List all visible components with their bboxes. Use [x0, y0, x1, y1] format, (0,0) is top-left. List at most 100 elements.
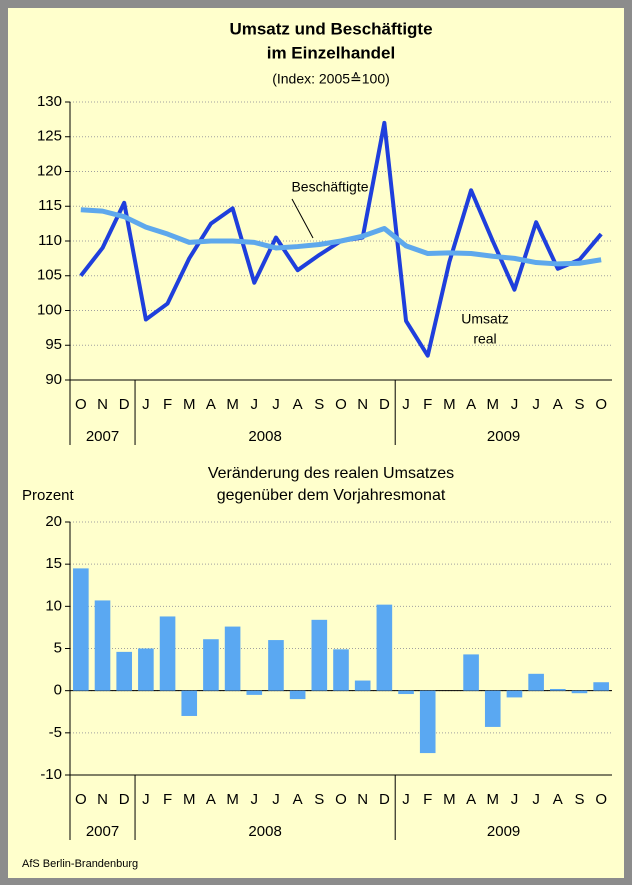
- x-tick-label: M: [443, 791, 456, 808]
- x-tick-label: J: [272, 791, 280, 808]
- x-tick-label: N: [357, 791, 368, 808]
- x-tick-label: S: [314, 791, 324, 808]
- x-tick-label: M: [226, 791, 239, 808]
- y-tick-label: 130: [37, 93, 62, 110]
- chart-title: im Einzelhandel: [267, 43, 395, 62]
- bar: [528, 673, 544, 691]
- x-tick-label: J: [272, 396, 280, 413]
- chart-title: gegenüber dem Vorjahresmonat: [217, 487, 446, 504]
- bar: [94, 600, 111, 691]
- annotation: Umsatz: [461, 311, 508, 327]
- y-axis-label: Prozent: [22, 487, 75, 504]
- bar: [138, 648, 154, 691]
- x-tick-label: A: [466, 791, 476, 808]
- chart-title: Umsatz und Beschäftigte: [229, 19, 432, 38]
- bar: [268, 640, 284, 691]
- x-tick-label: J: [511, 396, 519, 413]
- year-label: 2008: [248, 428, 281, 445]
- bar: [73, 568, 89, 691]
- x-tick-label: J: [251, 791, 259, 808]
- x-tick-label: D: [119, 791, 130, 808]
- bar: [463, 654, 479, 691]
- y-tick-label: 0: [54, 682, 62, 699]
- bar: [203, 639, 219, 691]
- x-tick-label: J: [532, 396, 540, 413]
- x-tick-label: J: [402, 396, 410, 413]
- year-label: 2007: [86, 428, 119, 445]
- x-tick-label: J: [142, 396, 150, 413]
- y-tick-label: 110: [38, 232, 62, 249]
- x-tick-label: M: [487, 396, 500, 413]
- x-tick-label: O: [335, 396, 347, 413]
- x-tick-label: N: [97, 791, 108, 808]
- bar: [159, 616, 176, 691]
- year-label: 2007: [86, 823, 119, 840]
- x-tick-label: O: [75, 396, 87, 413]
- y-tick-label: 90: [45, 371, 62, 388]
- y-tick-label: -10: [40, 766, 62, 783]
- bar: [354, 680, 371, 691]
- y-tick-label: 105: [37, 267, 62, 284]
- x-tick-label: A: [293, 396, 303, 413]
- x-tick-label: M: [183, 791, 196, 808]
- chart-title: Veränderung des realen Umsatzes: [208, 465, 454, 482]
- bar: [593, 682, 609, 691]
- x-tick-label: O: [595, 791, 607, 808]
- bar: [419, 690, 436, 754]
- x-tick-label: O: [335, 791, 347, 808]
- x-tick-label: A: [553, 396, 563, 413]
- x-tick-label: O: [595, 396, 607, 413]
- bar: [571, 690, 588, 694]
- y-tick-label: 95: [45, 336, 62, 353]
- x-tick-label: F: [423, 396, 432, 413]
- y-tick-label: 15: [45, 555, 62, 572]
- year-label: 2008: [248, 823, 281, 840]
- x-tick-label: D: [379, 791, 390, 808]
- x-tick-label: A: [293, 791, 303, 808]
- bar: [549, 688, 566, 691]
- x-tick-label: N: [357, 396, 368, 413]
- x-tick-label: N: [97, 396, 108, 413]
- x-tick-label: M: [443, 396, 456, 413]
- x-tick-label: A: [206, 791, 216, 808]
- y-tick-label: 120: [37, 162, 62, 179]
- x-tick-label: J: [402, 791, 410, 808]
- bar: [376, 604, 393, 691]
- x-tick-label: M: [226, 396, 239, 413]
- bar: [181, 690, 198, 716]
- line-series: [80, 207, 602, 267]
- year-label: 2009: [487, 428, 520, 445]
- x-tick-label: M: [183, 396, 196, 413]
- x-tick-label: S: [574, 791, 584, 808]
- bar: [506, 690, 523, 698]
- y-tick-label: -5: [49, 724, 62, 741]
- bar: [224, 626, 241, 691]
- x-tick-label: D: [379, 396, 390, 413]
- bar: [398, 690, 414, 695]
- x-tick-label: D: [119, 396, 130, 413]
- x-tick-label: J: [142, 791, 150, 808]
- y-tick-label: 100: [37, 301, 62, 318]
- y-tick-label: 125: [37, 128, 62, 145]
- bar: [116, 651, 133, 691]
- x-tick-label: A: [466, 396, 476, 413]
- annotation: Beschäftigte: [291, 179, 368, 195]
- x-tick-label: A: [206, 396, 216, 413]
- annotation-pointer: [291, 198, 314, 239]
- x-tick-label: S: [574, 396, 584, 413]
- x-tick-label: F: [163, 791, 172, 808]
- y-tick-label: 10: [45, 597, 62, 614]
- bar: [333, 649, 349, 691]
- bar: [311, 619, 328, 691]
- x-tick-label: O: [75, 791, 87, 808]
- x-tick-label: J: [251, 396, 259, 413]
- x-tick-label: F: [423, 791, 432, 808]
- y-tick-label: 20: [45, 513, 62, 530]
- bar: [289, 690, 306, 700]
- y-tick-label: 115: [38, 197, 62, 214]
- x-tick-label: J: [532, 791, 540, 808]
- chart-subtitle: (Index: 2005≙100): [272, 71, 390, 87]
- x-tick-label: A: [553, 791, 563, 808]
- bar: [484, 690, 501, 727]
